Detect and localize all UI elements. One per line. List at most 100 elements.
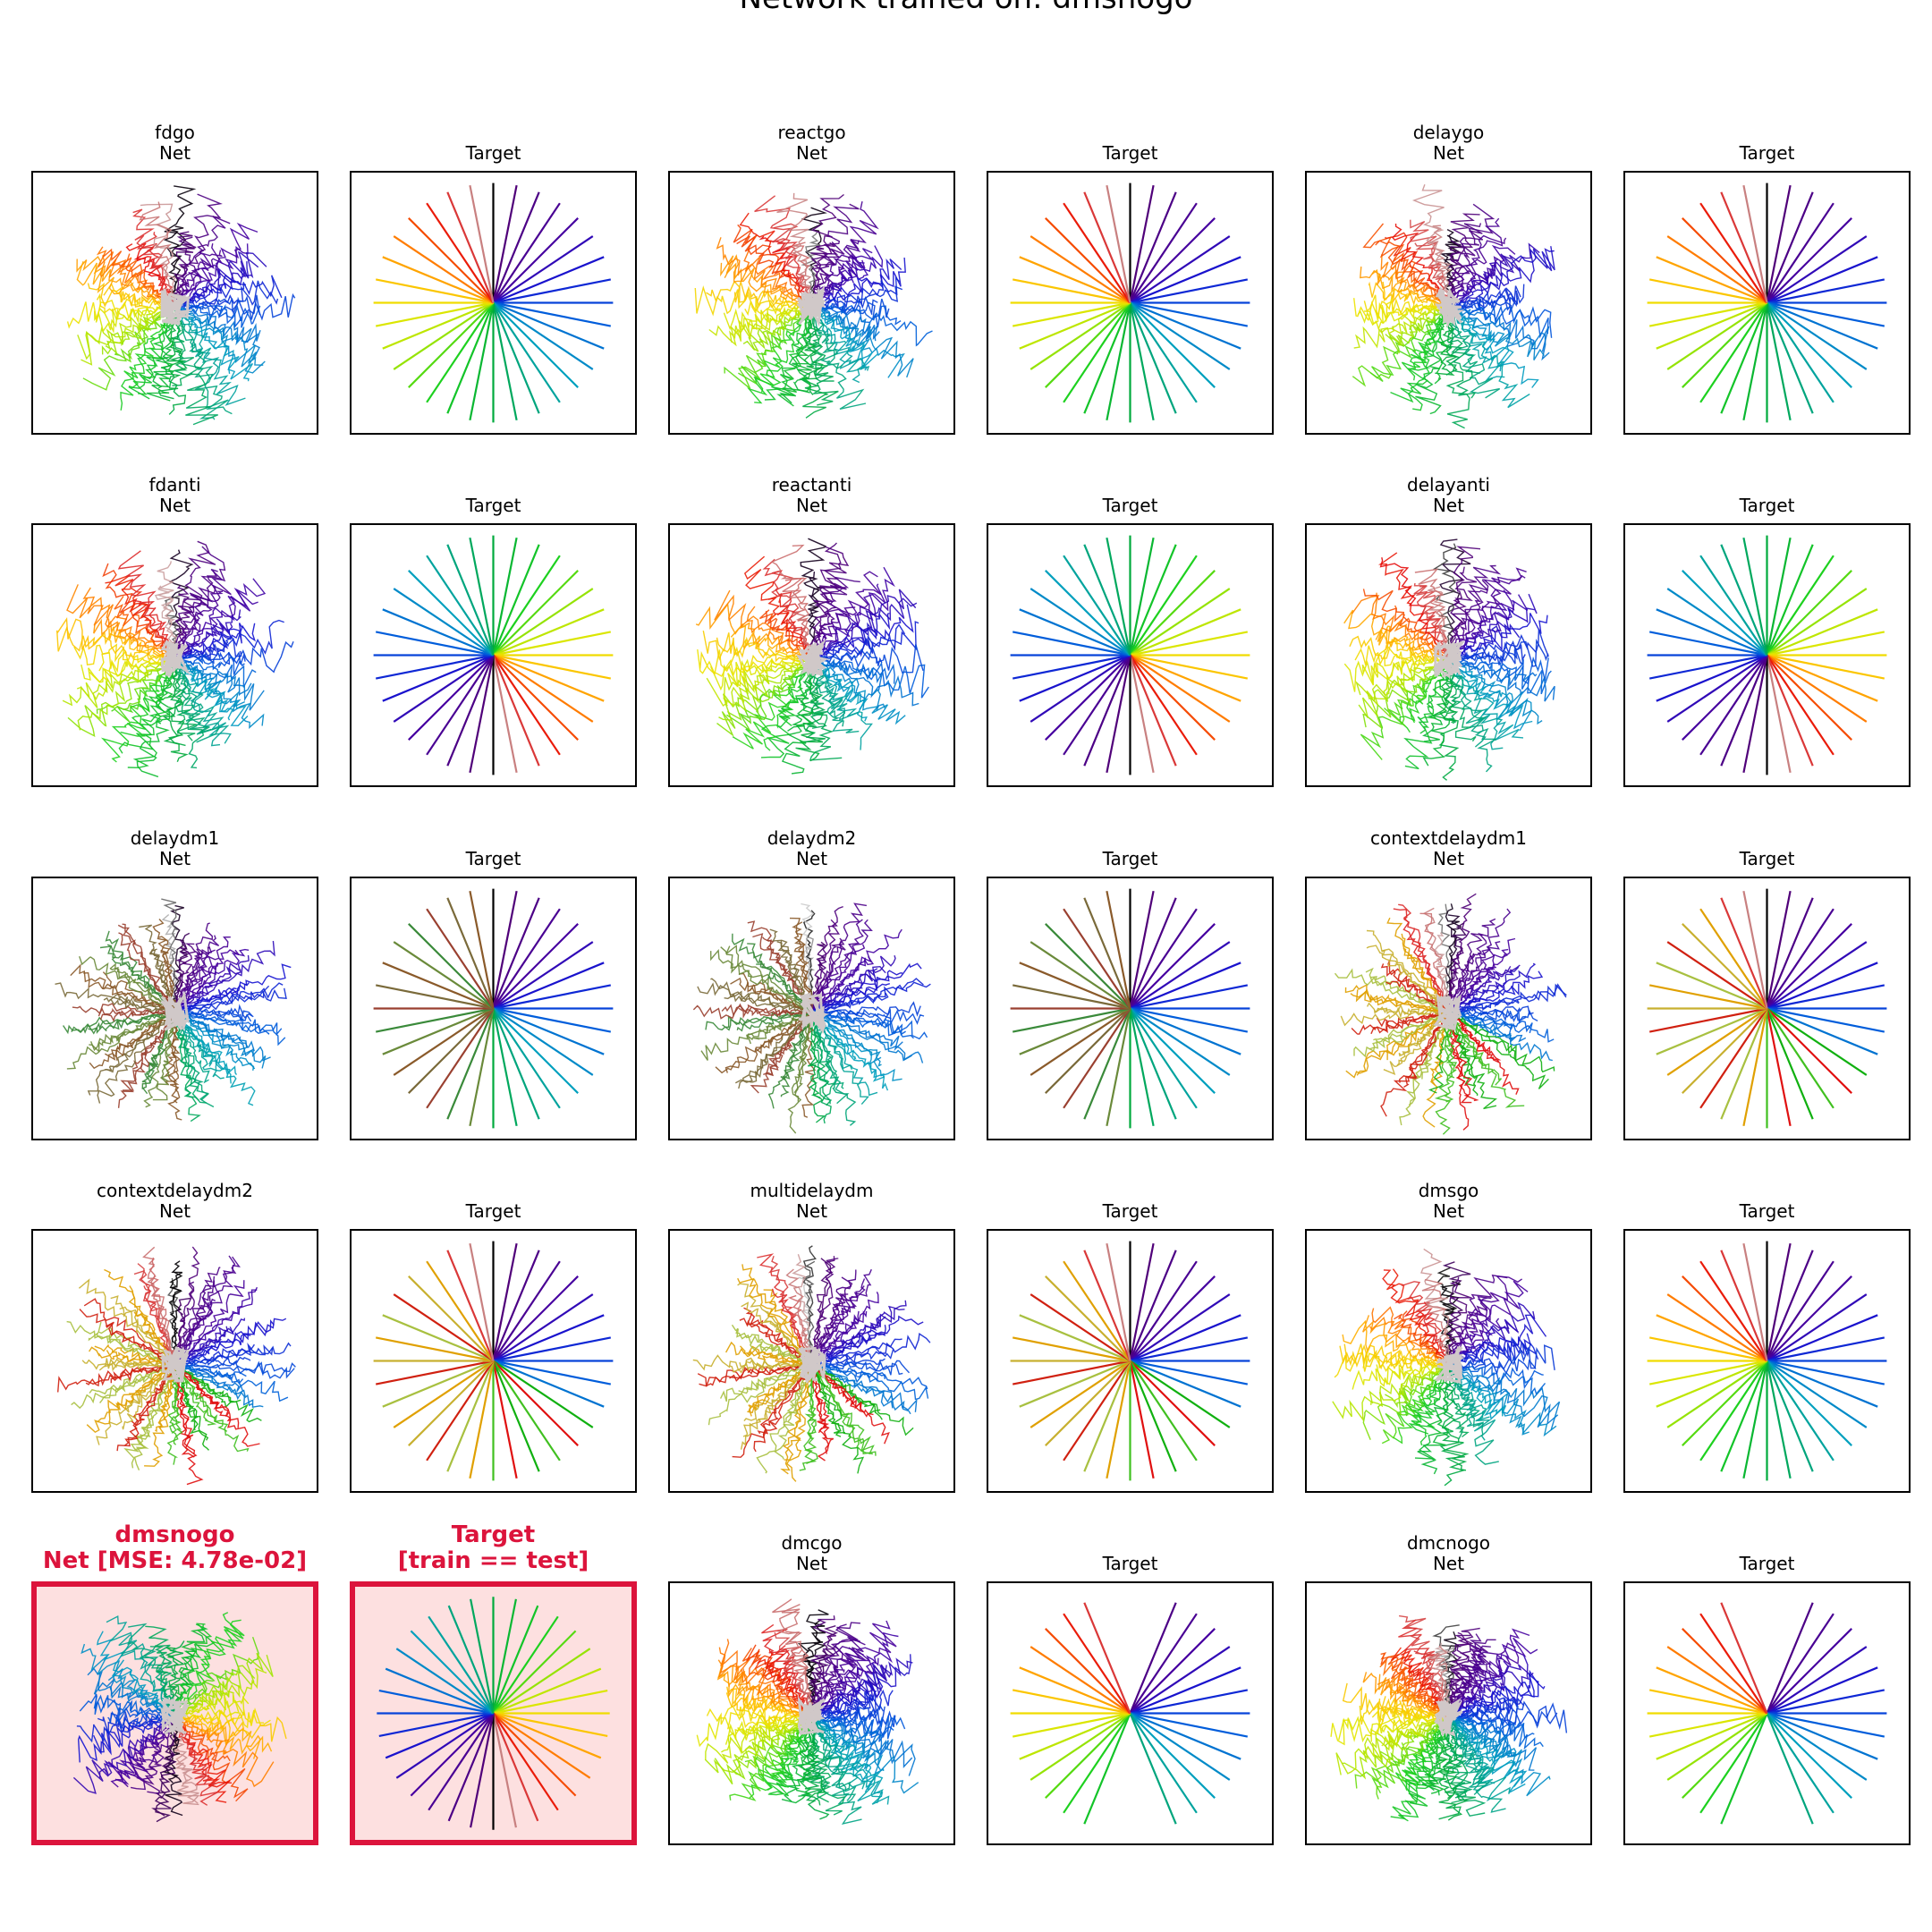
target-direction-line: [426, 301, 495, 403]
net-trajectory: [1353, 298, 1449, 321]
net-trajectory: [810, 1364, 865, 1474]
target-direction-line: [1129, 941, 1231, 1010]
target-direction-line: [1083, 655, 1131, 767]
target-direction-line: [492, 1712, 577, 1797]
net-trajectory: [1448, 1356, 1537, 1376]
target-direction-line: [1720, 897, 1768, 1009]
target-direction-line: [375, 654, 494, 680]
target-direction-line: [393, 654, 495, 723]
target-direction-line: [1030, 941, 1131, 1010]
net-trajectory: [1350, 990, 1449, 1013]
target-direction-line: [1766, 1007, 1868, 1076]
net-trajectory: [1447, 223, 1484, 307]
target-direction-line: [1129, 1008, 1155, 1127]
target-direction-line: [1767, 1712, 1878, 1760]
panel-plot: [1010, 1602, 1250, 1825]
target-direction-line: [1766, 555, 1835, 657]
target-direction-line: [1030, 1646, 1131, 1715]
net-trajectory: [139, 201, 176, 307]
net-trajectory: [174, 305, 254, 382]
net-trajectory: [1363, 294, 1449, 316]
target-panel-title: Target: [1102, 142, 1158, 164]
target-direction-line: [1130, 1360, 1241, 1408]
net-trajectory: [1447, 306, 1539, 388]
net-trajectory: [747, 943, 813, 1013]
net-trajectory: [810, 1012, 835, 1105]
net-trajectory: [811, 1716, 877, 1791]
target-direction-line: [1766, 1360, 1852, 1446]
target-direction-line: [1766, 570, 1852, 657]
target-direction-line: [1129, 1628, 1216, 1715]
target-direction-line: [1648, 631, 1767, 657]
target-direction-line: [1766, 1260, 1835, 1362]
net-trajectory: [1411, 184, 1452, 307]
net-trajectory: [732, 933, 812, 1013]
target-direction-line: [1063, 1712, 1131, 1814]
target-direction-line: [1019, 1007, 1131, 1055]
target-direction-line: [1129, 1360, 1198, 1462]
target-direction-line: [1129, 301, 1216, 388]
target-direction-line: [492, 570, 579, 657]
net-trajectory: [174, 1362, 244, 1385]
target-direction-line: [1742, 655, 1768, 774]
target-direction-line: [1012, 984, 1131, 1010]
net-trajectory: [810, 306, 867, 410]
target-direction-line: [1766, 1712, 1835, 1814]
net-trajectory: [699, 646, 812, 675]
target-direction-line: [1766, 302, 1792, 421]
net-panel-delayanti: [1305, 523, 1592, 787]
target-direction-line: [395, 1712, 495, 1779]
target-direction-line: [1766, 544, 1814, 656]
net-trajectory: [1362, 1363, 1449, 1440]
target-direction-line: [1129, 1602, 1177, 1714]
target-direction-line: [1766, 1613, 1835, 1715]
net-trajectory: [174, 940, 275, 1013]
target-direction-line: [1129, 235, 1231, 304]
target-direction-line: [1766, 654, 1868, 723]
net-trajectory: [1448, 1700, 1558, 1726]
net-trajectory: [174, 1716, 231, 1762]
net-trajectory-center: [160, 640, 191, 675]
target-direction-line: [1648, 1007, 1767, 1033]
net-trajectory: [1448, 305, 1550, 352]
net-trajectory: [1448, 1716, 1526, 1793]
target-direction-line: [1129, 1007, 1231, 1076]
target-direction-line: [1767, 984, 1885, 1010]
net-trajectory: [174, 1363, 289, 1402]
target-panel-delayanti: [1623, 523, 1911, 787]
target-direction-line: [492, 908, 561, 1010]
target-direction-line: [1666, 588, 1768, 657]
target-direction-line: [1129, 1360, 1155, 1479]
target-direction-line: [1030, 588, 1131, 657]
target-direction-line: [469, 302, 495, 421]
target-direction-line: [1766, 1360, 1792, 1479]
target-direction-line: [1130, 984, 1249, 1010]
net-trajectory-center: [799, 1351, 826, 1381]
target-direction-line: [1045, 1360, 1131, 1446]
target-direction-line: [428, 1712, 495, 1811]
net-trajectory: [733, 224, 813, 307]
net-trajectory: [174, 657, 245, 675]
target-direction-line: [492, 301, 594, 370]
target-direction-line: [1656, 1360, 1767, 1408]
target-direction-line: [492, 302, 518, 421]
target-direction-line: [1766, 1712, 1868, 1781]
target-direction-line: [1129, 301, 1198, 403]
target-direction-line: [492, 184, 518, 303]
net-trajectory: [117, 550, 176, 659]
target-direction-line: [1767, 1360, 1878, 1408]
target-direction-line: [469, 1242, 495, 1361]
target-direction-line: [1682, 1007, 1768, 1094]
net-trajectory: [88, 1331, 175, 1366]
net-trajectory: [174, 658, 205, 769]
net-trajectory: [738, 1007, 812, 1019]
target-direction-line: [1766, 941, 1868, 1010]
target-direction-line: [1130, 278, 1249, 304]
target-direction-line: [492, 654, 561, 756]
target-direction-line: [1129, 1007, 1198, 1109]
net-trajectory: [1439, 538, 1471, 659]
net-panel-title: fdanti Net: [148, 474, 201, 516]
target-direction-line: [1129, 923, 1216, 1010]
net-trajectory-center: [161, 292, 187, 326]
panel-plot: [1332, 1248, 1561, 1487]
